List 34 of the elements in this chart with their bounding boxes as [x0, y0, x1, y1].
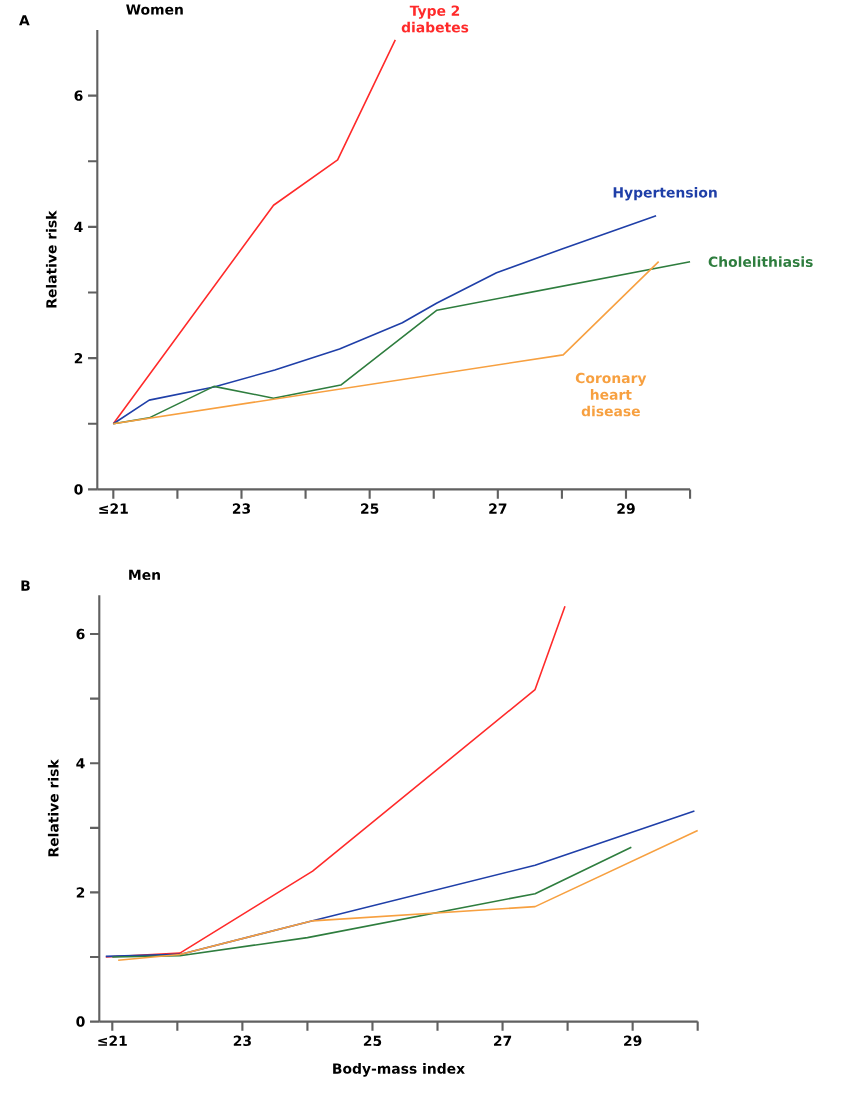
chart-title: Men — [129, 569, 161, 581]
series-label: Cholelithiasis — [708, 256, 813, 268]
chart-title: Women — [126, 4, 183, 15]
y-tick-label: 2 — [76, 887, 85, 898]
x-tick-label: ≤21 — [99, 503, 128, 514]
x-tick-label: 29 — [624, 1035, 642, 1047]
line-series — [117, 829, 699, 962]
y-tick-label: 0 — [74, 484, 83, 495]
y-tick-label: 0 — [76, 1016, 85, 1027]
x-tick-label: 25 — [361, 503, 379, 514]
line-series — [105, 605, 566, 958]
text: A — [19, 15, 30, 26]
y-tick-label: 4 — [76, 758, 85, 769]
y-axis-title: Relative risk — [47, 759, 59, 857]
x-tick-label: 23 — [233, 1035, 252, 1047]
line-series — [112, 214, 657, 425]
x-tick-label: 29 — [617, 503, 635, 514]
series-label: Coronary heart disease — [575, 372, 647, 417]
y-tick-label: 2 — [74, 352, 83, 364]
y-tick-label: 4 — [74, 221, 83, 232]
y-tick-label: 6 — [76, 628, 85, 640]
x-tick-label: 25 — [363, 1035, 382, 1047]
line-series — [111, 846, 633, 958]
series-label: Type 2 diabetes — [401, 5, 469, 33]
series-label: Hypertension — [613, 186, 717, 201]
x-tick-label: ≤21 — [98, 1035, 127, 1046]
y-axis-title: Relative risk — [45, 210, 57, 308]
line-series — [112, 39, 397, 425]
x-axis-title: Body-mass index — [333, 1063, 465, 1077]
y-tick-label: 6 — [74, 90, 83, 101]
x-tick-label: 23 — [233, 503, 251, 514]
x-tick-label: 27 — [494, 1035, 512, 1046]
x-tick-label: 27 — [489, 503, 507, 514]
text: B — [21, 580, 30, 591]
